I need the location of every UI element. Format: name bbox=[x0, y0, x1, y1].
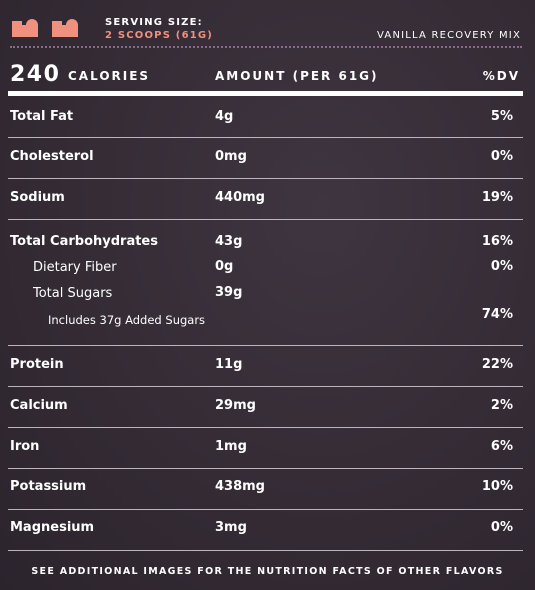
footer-note: SEE ADDITIONAL IMAGES FOR THE NUTRITION … bbox=[31, 566, 504, 577]
nutrient-amount: 1mg bbox=[215, 439, 247, 454]
nutrient-row: Total Fat 4g 5% bbox=[8, 97, 523, 138]
nutrient-dv: 10% bbox=[481, 479, 513, 494]
nutrient-amount: 440mg bbox=[215, 190, 265, 205]
nutrient-name: Potassium bbox=[10, 479, 87, 494]
nutrient-dv: 74% bbox=[481, 307, 513, 322]
nutrient-amount: 29mg bbox=[215, 398, 256, 413]
nutrient-amount: 438mg bbox=[215, 479, 265, 494]
thick-divider bbox=[8, 91, 523, 96]
nutrient-amount: 4g bbox=[215, 109, 234, 124]
nutrient-name: Total Sugars bbox=[33, 286, 113, 301]
nutrient-dv: 2% bbox=[490, 398, 513, 413]
nutrient-dv: 19% bbox=[481, 190, 513, 205]
scoop-icon bbox=[52, 19, 78, 37]
nutrient-amount: 39g bbox=[215, 285, 243, 300]
dotted-divider bbox=[10, 46, 522, 48]
nutrient-dv: 0% bbox=[490, 259, 513, 274]
calories-label: CALORIES bbox=[68, 69, 151, 83]
nutrient-name: Calcium bbox=[10, 398, 68, 413]
nutrient-name: Includes 37g Added Sugars bbox=[48, 313, 206, 327]
carbohydrate-group: Total Carbohydrates 43g 16% Dietary Fibe… bbox=[8, 220, 523, 346]
serving-size-label: SERVING SIZE: bbox=[105, 17, 203, 28]
nutrient-name: Dietary Fiber bbox=[33, 260, 117, 275]
nutrient-dv: 0% bbox=[490, 520, 513, 535]
nutrient-amount: 11g bbox=[215, 357, 243, 372]
nutrient-name: Protein bbox=[10, 357, 64, 372]
calories-value: 240 bbox=[10, 62, 61, 87]
nutrient-name: Magnesium bbox=[10, 520, 95, 535]
nutrient-row: Calcium 29mg 2% bbox=[8, 387, 523, 428]
nutrient-row: Iron 1mg 6% bbox=[8, 428, 523, 469]
calories-row: 240 CALORIES AMOUNT (PER 61G) %DV bbox=[10, 60, 522, 90]
nutrient-amount: 0mg bbox=[215, 149, 247, 164]
dv-header: %DV bbox=[482, 69, 520, 83]
nutrient-dv: 0% bbox=[490, 149, 513, 164]
nutrient-amount: 3mg bbox=[215, 520, 247, 535]
nutrient-name: Cholesterol bbox=[10, 149, 94, 164]
nutrient-dv: 22% bbox=[481, 357, 513, 372]
nutrient-name: Total Carbohydrates bbox=[10, 234, 158, 249]
nutrient-dv: 5% bbox=[490, 109, 513, 124]
nutrient-row: Magnesium 3mg 0% bbox=[8, 510, 523, 551]
serving-header: SERVING SIZE: 2 SCOOPS (61G) VANILLA REC… bbox=[0, 0, 535, 48]
nutrient-amount: 0g bbox=[215, 259, 234, 274]
nutrient-row: Sodium 440mg 19% bbox=[8, 179, 523, 220]
nutrient-row: Potassium 438mg 10% bbox=[8, 469, 523, 510]
nutrient-dv: 16% bbox=[481, 234, 513, 249]
nutrient-amount: 43g bbox=[215, 234, 243, 249]
nutrient-row: Cholesterol 0mg 0% bbox=[8, 138, 523, 179]
nutrient-name: Total Fat bbox=[10, 109, 74, 124]
scoop-icon bbox=[12, 19, 38, 37]
nutrient-name: Iron bbox=[10, 439, 40, 454]
nutrient-dv: 6% bbox=[490, 439, 513, 454]
nutrient-name: Sodium bbox=[10, 190, 65, 205]
flavor-name: VANILLA RECOVERY MIX bbox=[377, 30, 521, 41]
serving-size-value: 2 SCOOPS (61G) bbox=[105, 30, 214, 41]
amount-header: AMOUNT (PER 61G) bbox=[215, 69, 379, 83]
nutrient-row: Protein 11g 22% bbox=[8, 346, 523, 387]
